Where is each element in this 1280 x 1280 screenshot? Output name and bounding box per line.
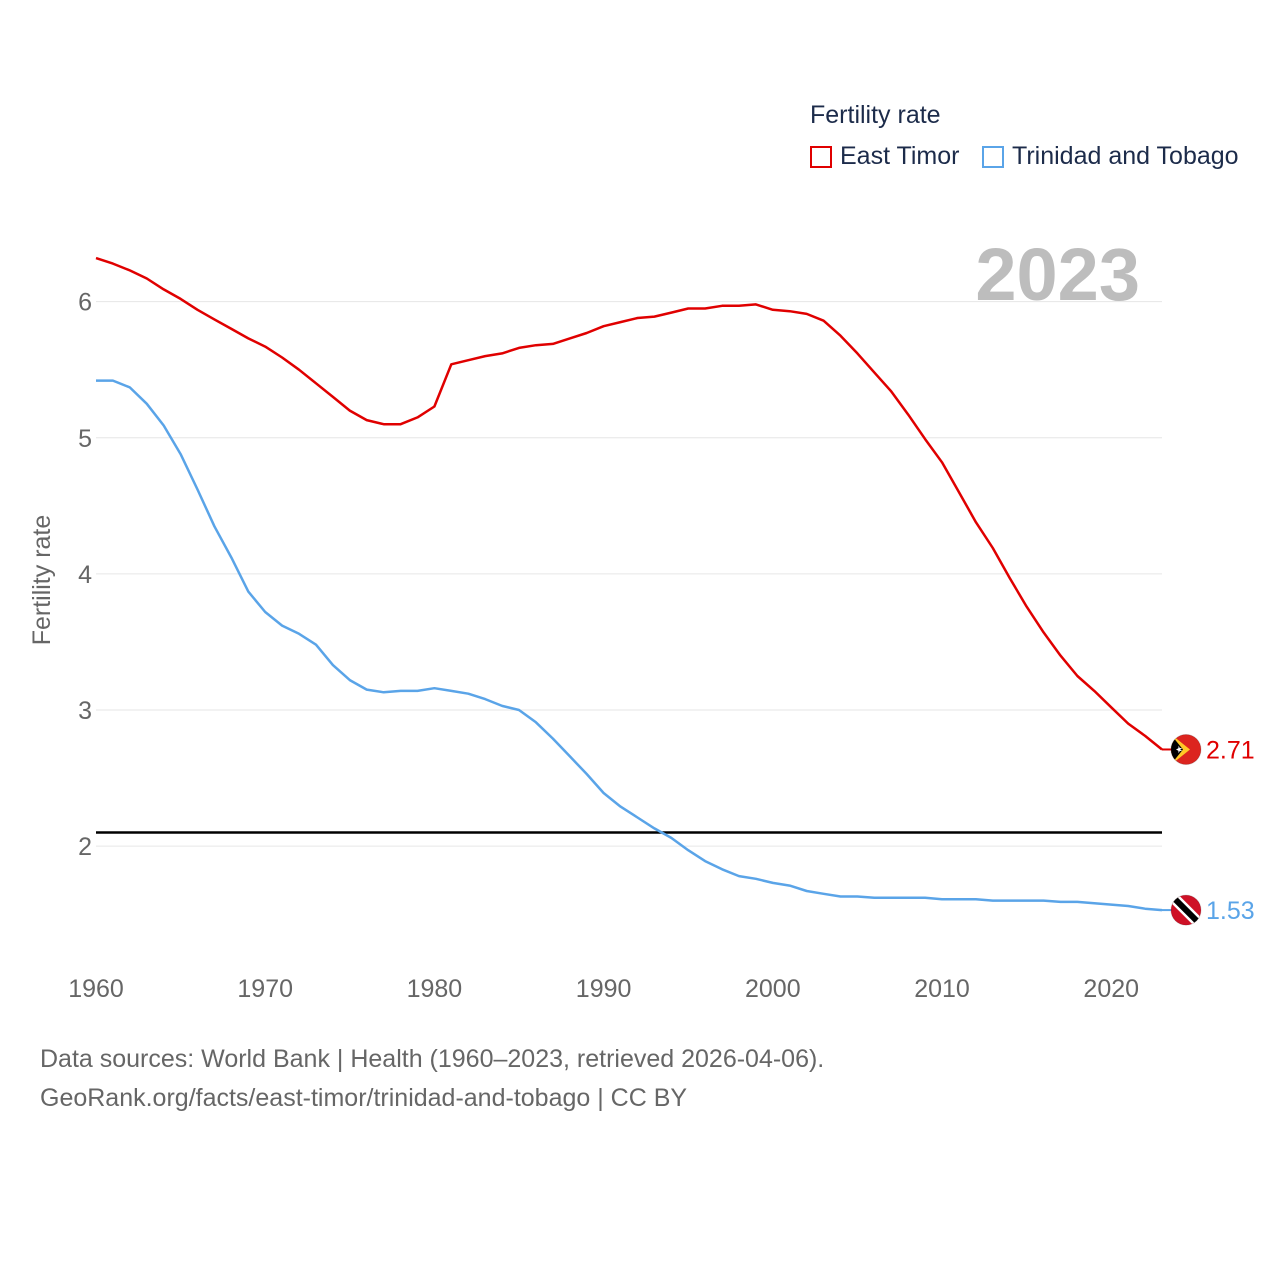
legend-swatch-trinidad-and-tobago <box>982 145 1004 168</box>
series-line-east-timor <box>95 256 1163 751</box>
footer-sources: Data sources: World Bank | Health (1960–… <box>40 1045 825 1073</box>
x-tick-label: 2020 <box>1083 975 1139 1003</box>
end-label-trinidad-and-tobago: 1.53 <box>1206 897 1255 925</box>
series-line-trinidad-and-tobago <box>96 379 1163 912</box>
legend-label-east-timor: East Timor <box>840 142 960 170</box>
x-tick-label: 2000 <box>745 975 801 1003</box>
y-axis: 2 3 4 5 6 <box>78 289 92 861</box>
x-tick-label: 1960 <box>68 975 124 1003</box>
y-axis-label: Fertility rate <box>28 515 56 646</box>
grid <box>96 301 1162 847</box>
y-tick-label: 2 <box>78 833 92 861</box>
legend-swatch-east-timor <box>810 145 832 168</box>
east-timor-flag-icon <box>1170 734 1202 765</box>
legend-title: Fertility rate <box>810 101 941 129</box>
footer-link[interactable]: GeoRank.org/facts/east-timor/trinidad-an… <box>40 1084 688 1112</box>
x-tick-label: 1990 <box>576 975 632 1003</box>
legend-item-east-timor[interactable]: East Timor <box>810 142 959 171</box>
y-tick-label: 3 <box>78 697 92 725</box>
series: 2.71 1.53 <box>95 256 1255 926</box>
y-tick-label: 5 <box>78 425 92 453</box>
x-tick-label: 1970 <box>237 975 293 1003</box>
x-axis: 1960 1970 1980 1990 2000 2010 2020 <box>68 975 1139 1003</box>
legend-label-trinidad-and-tobago: Trinidad and Tobago <box>1012 142 1239 170</box>
y-tick-label: 4 <box>78 561 92 589</box>
y-tick-label: 6 <box>78 289 92 317</box>
trinidad-and-tobago-flag-icon <box>1170 894 1202 926</box>
end-label-east-timor: 2.71 <box>1206 736 1255 764</box>
legend-item-trinidad-and-tobago[interactable]: Trinidad and Tobago <box>982 142 1239 171</box>
year-watermark: 2023 <box>975 233 1140 316</box>
x-tick-label: 1980 <box>407 975 463 1003</box>
x-tick-label: 2010 <box>914 975 970 1003</box>
